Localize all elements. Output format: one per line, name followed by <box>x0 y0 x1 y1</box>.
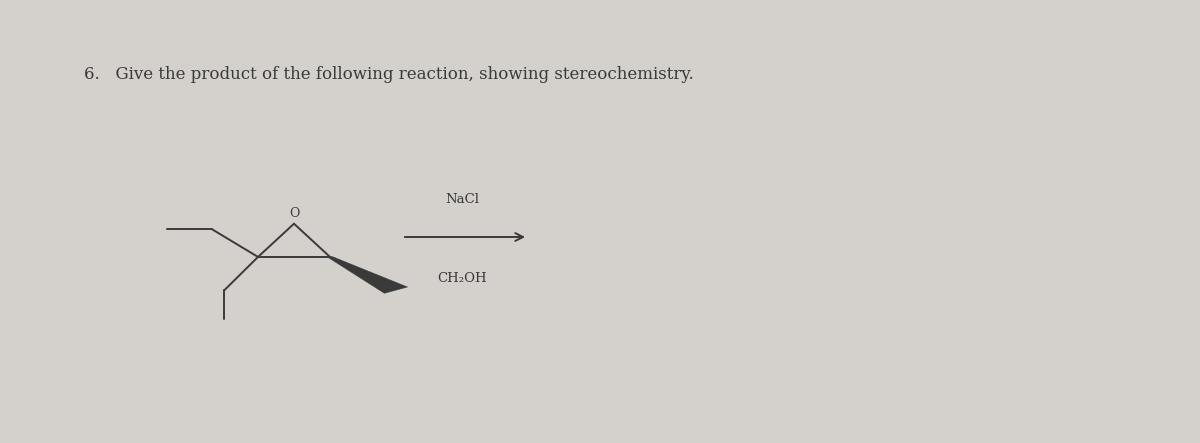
Polygon shape <box>328 256 408 293</box>
Text: CH₂OH: CH₂OH <box>437 272 487 285</box>
Text: 6.   Give the product of the following reaction, showing stereochemistry.: 6. Give the product of the following rea… <box>84 66 694 83</box>
Text: NaCl: NaCl <box>445 193 479 206</box>
Text: O: O <box>289 207 299 220</box>
